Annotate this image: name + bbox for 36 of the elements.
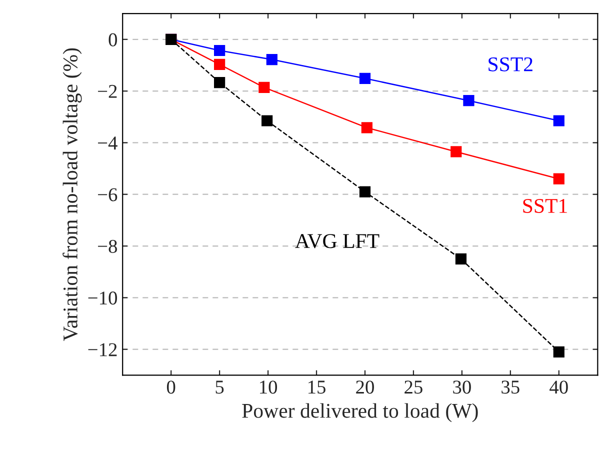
point bbox=[553, 346, 564, 358]
point bbox=[214, 44, 226, 56]
y-tick-label: −2 bbox=[98, 84, 117, 98]
y-axis-title: Variation from no-load voltage (%) bbox=[62, 48, 82, 342]
point bbox=[262, 115, 273, 126]
point bbox=[359, 186, 371, 198]
x-tick-label: 35 bbox=[502, 380, 520, 394]
y-tick-label: −10 bbox=[88, 291, 117, 305]
y-tick-label: −6 bbox=[98, 188, 118, 202]
point bbox=[359, 72, 371, 84]
x-tick-label: 5 bbox=[216, 380, 224, 394]
x-tick-label: 15 bbox=[308, 380, 326, 394]
x-tick-label: 10 bbox=[260, 380, 278, 394]
point bbox=[361, 122, 372, 134]
y-tick-label: −4 bbox=[98, 136, 118, 150]
x-tick-label: 0 bbox=[166, 380, 176, 394]
y-tick-label: −8 bbox=[98, 240, 117, 253]
x-axis-title: Power delivered to load (W) bbox=[242, 403, 478, 422]
series-label: SST2 bbox=[488, 57, 532, 72]
point bbox=[214, 58, 226, 70]
y-tick-label: 0 bbox=[108, 33, 117, 46]
point bbox=[455, 253, 467, 264]
point bbox=[553, 173, 564, 184]
x-tick-label: 30 bbox=[453, 380, 471, 394]
point bbox=[214, 76, 226, 88]
series-label: SST1 bbox=[523, 198, 567, 213]
x-tick-label: 25 bbox=[404, 380, 422, 394]
x-tick-label: 20 bbox=[356, 380, 374, 394]
series-label: AVG LFT bbox=[295, 234, 380, 248]
point bbox=[463, 95, 474, 106]
point bbox=[258, 82, 270, 93]
y-tick-label: −12 bbox=[88, 343, 117, 356]
point bbox=[450, 146, 462, 158]
point bbox=[553, 115, 564, 126]
x-tick-label: 40 bbox=[550, 380, 568, 394]
point bbox=[266, 54, 278, 66]
